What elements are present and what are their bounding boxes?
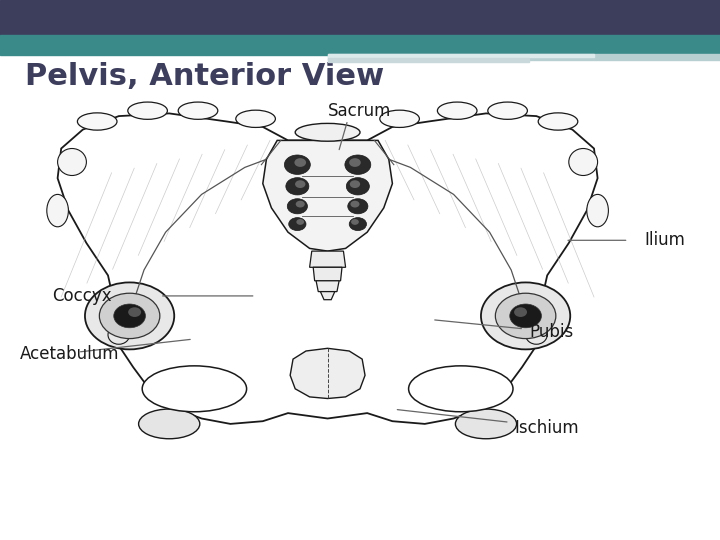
Circle shape [99,293,160,339]
Circle shape [295,180,305,188]
Ellipse shape [143,366,246,411]
Text: Sacrum: Sacrum [328,102,392,120]
Circle shape [495,293,556,339]
Polygon shape [310,251,346,267]
Text: Pubis: Pubis [529,323,573,341]
Ellipse shape [587,194,608,227]
Circle shape [294,158,306,167]
Ellipse shape [569,148,598,176]
Ellipse shape [456,409,517,438]
Ellipse shape [128,102,168,119]
Polygon shape [316,281,339,292]
Polygon shape [290,348,365,399]
Circle shape [85,282,174,349]
Ellipse shape [58,148,86,176]
Circle shape [286,178,309,195]
Text: Pelvis, Anterior View: Pelvis, Anterior View [25,62,384,91]
Ellipse shape [539,113,577,130]
Text: Ilium: Ilium [644,231,685,249]
Ellipse shape [409,366,513,411]
Circle shape [287,199,307,214]
Circle shape [284,155,310,174]
Ellipse shape [236,110,275,127]
Circle shape [351,201,359,207]
Ellipse shape [295,124,360,141]
Ellipse shape [139,409,200,438]
Ellipse shape [438,102,477,119]
Ellipse shape [108,325,130,345]
Circle shape [297,219,304,225]
Circle shape [514,307,527,317]
Polygon shape [58,113,598,424]
Circle shape [350,180,360,188]
Circle shape [349,158,361,167]
Circle shape [510,304,541,328]
Polygon shape [320,292,335,300]
Ellipse shape [179,102,218,119]
Ellipse shape [380,110,419,127]
Circle shape [348,199,368,214]
Circle shape [128,307,141,317]
Polygon shape [263,140,392,251]
Circle shape [351,219,359,225]
Ellipse shape [47,194,68,227]
Ellipse shape [78,113,117,130]
Circle shape [349,218,366,231]
Polygon shape [313,267,342,281]
Circle shape [346,178,369,195]
Text: Ischium: Ischium [515,418,580,437]
Circle shape [289,218,306,231]
Circle shape [481,282,570,349]
Ellipse shape [526,325,547,345]
Text: Acetabulum: Acetabulum [20,345,120,363]
Circle shape [114,304,145,328]
Circle shape [296,201,305,207]
Ellipse shape [488,102,527,119]
Circle shape [345,155,371,174]
Text: Coccyx: Coccyx [52,287,112,305]
